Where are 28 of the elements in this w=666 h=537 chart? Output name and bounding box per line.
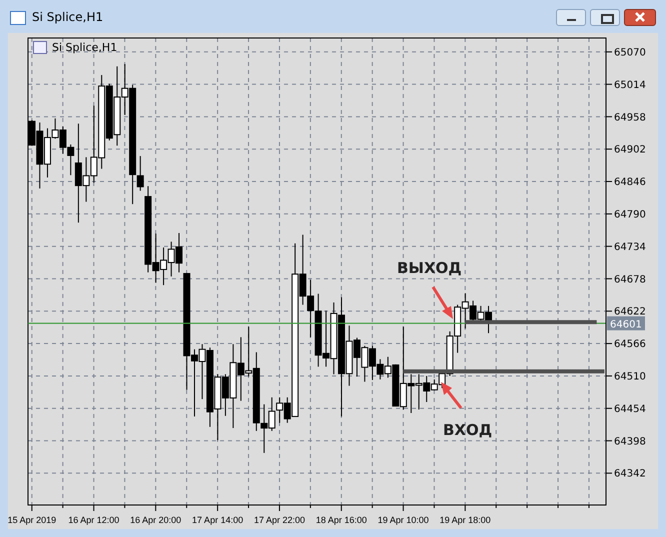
x-tick-label: 19 Apr 10:00	[378, 515, 429, 525]
chart-title: Si Splice,H1	[52, 41, 118, 54]
x-tick-label: 17 Apr 22:00	[254, 515, 305, 525]
y-tick-label: 64846	[614, 177, 646, 188]
x-tick-label: 17 Apr 14:00	[192, 515, 244, 525]
y-tick-label: 64342	[614, 468, 646, 480]
y-tick-label: 64958	[614, 112, 646, 124]
annotation: ВЫХОД	[397, 259, 462, 277]
y-tick-label: 64398	[614, 436, 646, 448]
y-tick-label: 64790	[614, 209, 646, 220]
x-tick-label: 15 Apr 2019	[8, 515, 56, 525]
y-tick-label: 64566	[614, 339, 646, 350]
y-tick-label: 64622	[614, 306, 646, 318]
candlestick	[136, 156, 144, 192]
x-tick-label: 19 Apr 18:00	[440, 515, 491, 525]
x-tick-label: 16 Apr 20:00	[130, 515, 182, 525]
y-tick-label: 64678	[614, 274, 646, 286]
annotation: ВХОД	[443, 421, 492, 439]
y-tick-label: 65070	[614, 47, 646, 58]
y-tick-label: 65014	[614, 80, 646, 91]
ref-line-label: 64601	[610, 319, 642, 330]
y-tick-label: 64454	[614, 404, 646, 415]
x-tick-label: 18 Apr 16:00	[316, 515, 367, 525]
y-tick-label: 64902	[614, 144, 646, 156]
x-tick-label: 16 Apr 12:00	[68, 515, 120, 525]
chart-title: Si Splice,H1	[32, 10, 104, 24]
y-tick-label: 64734	[614, 242, 646, 253]
y-tick-label: 64510	[614, 372, 646, 383]
